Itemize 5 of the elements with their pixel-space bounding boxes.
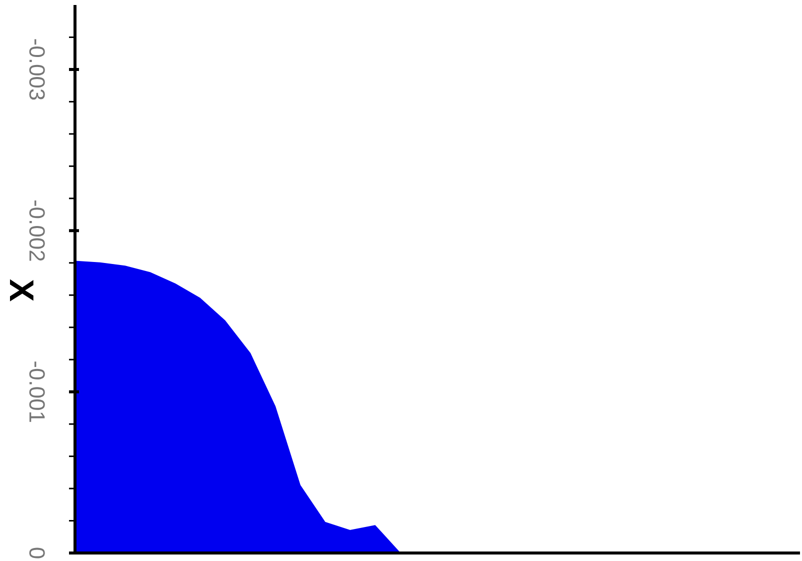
y-tick-label: 0 (24, 546, 50, 560)
y-tick-label: -0.003 (24, 38, 50, 101)
y-axis-title: X (2, 279, 40, 302)
y-tick-label: -0.002 (24, 199, 50, 262)
y-tick-label: -0.001 (24, 360, 50, 424)
